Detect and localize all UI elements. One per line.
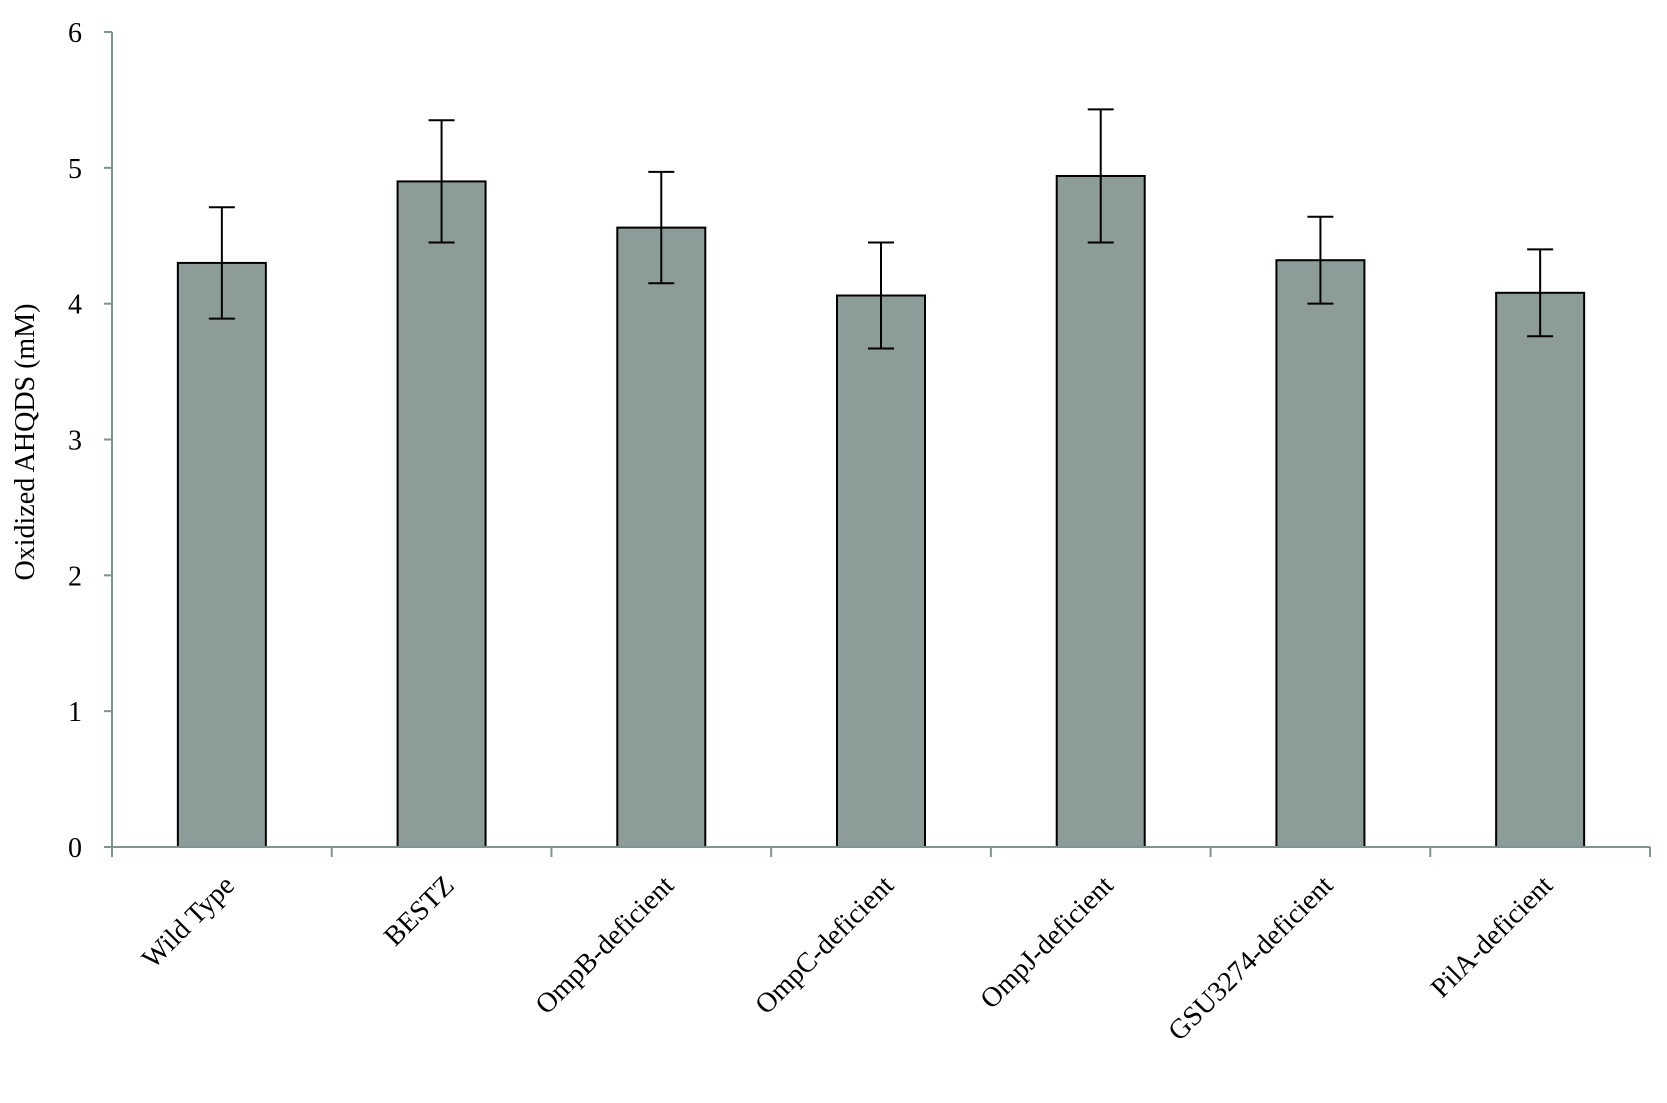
bar (1275, 259, 1366, 848)
bar (836, 294, 926, 848)
bar (616, 226, 707, 849)
x-category-label: PilA-deficient (1425, 870, 1559, 1004)
x-category-label: GSU3274-deficient (1162, 870, 1339, 1047)
bars (176, 174, 1586, 849)
bar (176, 261, 267, 848)
bar (1055, 174, 1146, 848)
y-tick-label: 1 (68, 697, 82, 728)
y-tick-label: 0 (68, 833, 82, 864)
error-bars (208, 108, 1554, 350)
y-tick-label: 5 (68, 154, 82, 185)
y-tick-label: 3 (68, 426, 82, 457)
x-category-label: BESTZ (378, 870, 460, 952)
y-tick-label: 2 (68, 561, 82, 592)
x-category-label: Wild Type (136, 870, 241, 975)
x-axis-ticks: Wild Type BESTZ OmpB-deficient OmpC-deficie… (111, 847, 1651, 1047)
x-category-label: OmpC-deficient (749, 870, 900, 1021)
x-category-label: OmpJ-deficient (975, 870, 1120, 1015)
y-tick-label: 4 (68, 290, 82, 321)
bar (396, 180, 487, 848)
bar (1495, 291, 1586, 848)
y-tick-label: 6 (68, 18, 82, 49)
y-axis-ticks: 0 1 2 3 4 5 6 (68, 18, 112, 864)
y-axis-title: Oxidized AHQDS (mM) (10, 304, 41, 581)
x-category-label: OmpB-deficient (530, 870, 681, 1021)
